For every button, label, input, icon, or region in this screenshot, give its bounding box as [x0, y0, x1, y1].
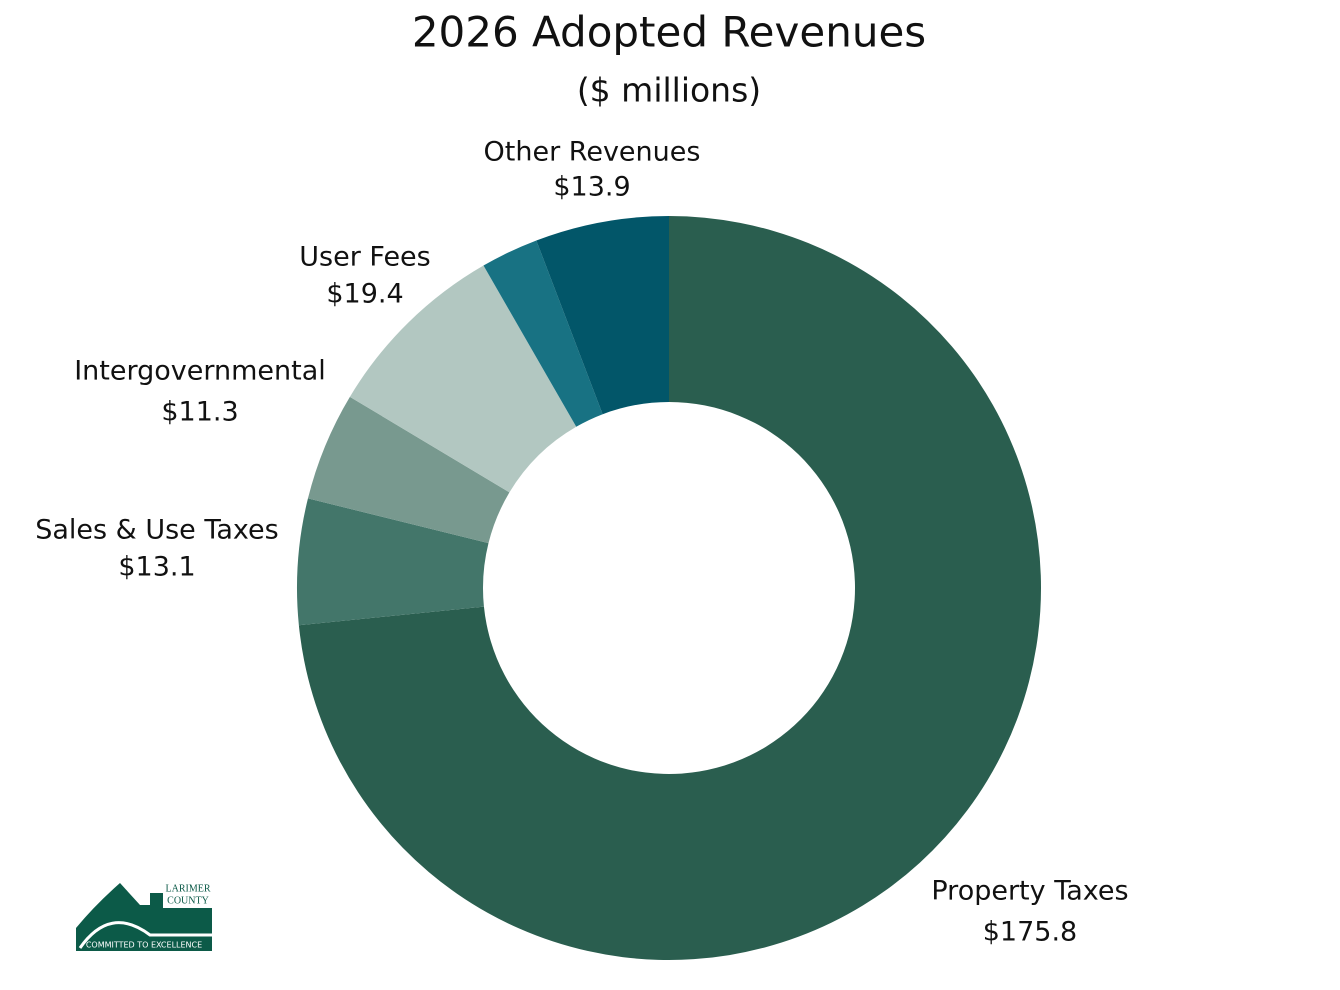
donut-slice [297, 498, 489, 626]
donut-slice [483, 240, 603, 427]
value-label: $175.8 [983, 917, 1077, 948]
logo-text: COUNTY [167, 895, 209, 906]
donut-slice [536, 216, 669, 415]
slice-label: Sales & Use Taxes [35, 515, 279, 546]
slice-label: Intergovernmental [74, 356, 326, 387]
slice-label: Property Taxes [931, 876, 1128, 907]
chart-subtitle: ($ millions) [577, 71, 761, 110]
logo-text: LARIMER [166, 883, 211, 894]
slice-label: User Fees [299, 242, 430, 273]
value-label: $11.3 [161, 397, 238, 428]
donut-slice [307, 396, 510, 544]
logo: LARIMER COUNTY COMMITTED TO EXCELLENCE [76, 883, 212, 951]
donut-slice [298, 216, 1041, 960]
value-label: $19.4 [326, 279, 403, 310]
logo-curve [78, 921, 212, 949]
value-label: $13.9 [553, 172, 630, 203]
chart-title: 2026 Adopted Revenues [412, 8, 926, 57]
value-label: $13.1 [118, 552, 195, 583]
donut-slice [349, 265, 577, 493]
logo-tagline: COMMITTED TO EXCELLENCE [86, 941, 202, 950]
slice-label: Other Revenues [484, 137, 701, 168]
